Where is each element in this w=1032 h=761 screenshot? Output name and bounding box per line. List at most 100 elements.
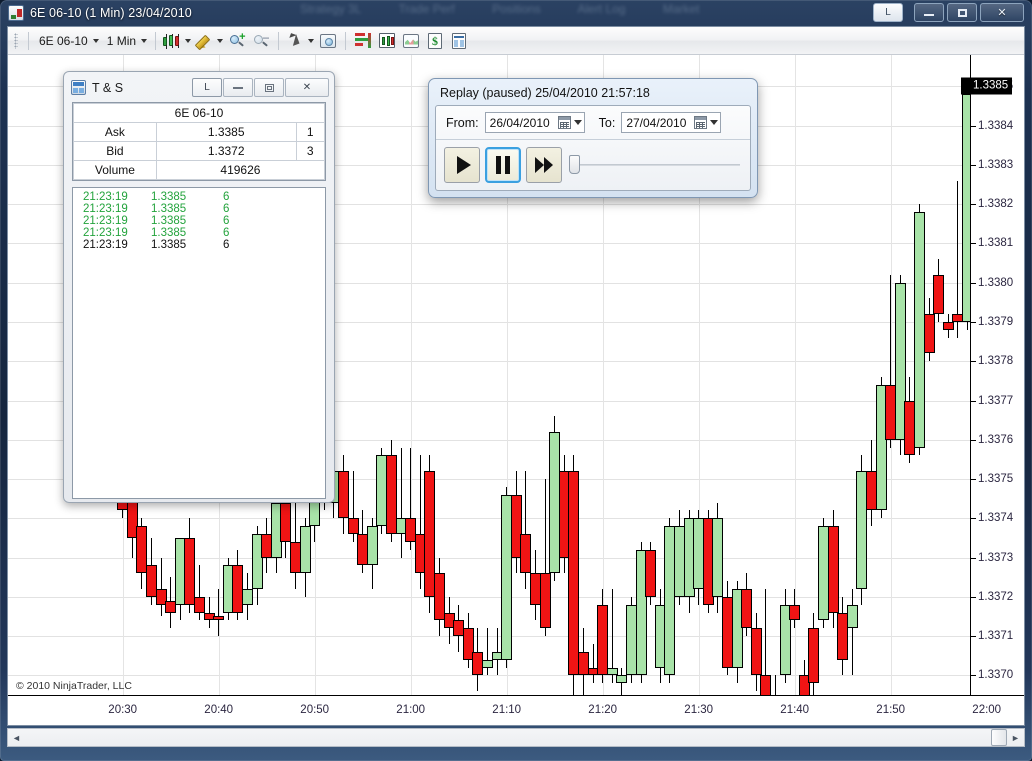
link-button[interactable]: L <box>873 3 903 22</box>
instrument-selector[interactable]: 6E 06-10 <box>34 33 102 49</box>
indicator-button[interactable] <box>400 30 422 52</box>
horizontal-gridline <box>8 518 970 519</box>
vertical-gridline <box>699 55 700 695</box>
market-replay-window[interactable]: Replay (paused) 25/04/2010 21:57:18 From… <box>428 78 758 198</box>
chart-trader-button[interactable] <box>376 30 398 52</box>
tick-row: 21:23:19 1.3385 6 <box>73 227 325 239</box>
candle-wick <box>957 180 959 338</box>
chevron-down-icon[interactable] <box>710 120 719 125</box>
candlestick-bar <box>578 55 589 695</box>
candlestick-bar <box>923 55 935 695</box>
candlestick-bar <box>146 55 157 695</box>
replay-speed-slider[interactable] <box>567 147 740 183</box>
time-tick-label: 21:00 <box>396 704 426 716</box>
candlestick-bar <box>712 55 724 695</box>
cursor-tool-icon <box>287 33 303 49</box>
chart-style-button[interactable] <box>162 30 192 52</box>
copyright-label: © 2010 NinjaTrader, LLC <box>16 680 132 692</box>
candle-wick <box>218 588 220 637</box>
scrollbar-thumb[interactable] <box>991 729 1007 746</box>
table-row: 6E 06-10 <box>73 103 325 123</box>
candlestick-bar <box>184 55 196 695</box>
properties-button[interactable] <box>448 30 470 52</box>
horizontal-gridline <box>8 361 970 362</box>
time-and-sales-icon <box>71 80 86 95</box>
maximize-button[interactable] <box>947 3 977 22</box>
order-entry-button[interactable] <box>352 30 374 52</box>
window-controls: L ✕ <box>870 3 1024 22</box>
candlestick-bar <box>731 55 743 695</box>
slider-track[interactable] <box>573 164 740 166</box>
price-tick-label: 1.3377 <box>978 394 1014 407</box>
cursor-tool-button[interactable] <box>285 30 315 52</box>
slider-thumb[interactable] <box>569 155 580 174</box>
zoom-out-button[interactable]: − <box>250 30 272 52</box>
interval-label: 1 Min <box>106 33 137 48</box>
price-axis[interactable]: 1.3385 1.3384 1.3383 1.3382 1.3381 1.3380 1.33… <box>961 55 1024 695</box>
chart-horizontal-scrollbar[interactable]: ◄ ► <box>7 728 1025 747</box>
ts-link-button[interactable]: L <box>192 78 222 97</box>
scroll-right-arrow-icon[interactable]: ► <box>1011 732 1020 743</box>
candle-wick <box>160 557 162 617</box>
pause-button[interactable] <box>485 147 521 183</box>
horizontal-gridline <box>8 401 970 402</box>
chevron-down-icon[interactable] <box>573 120 582 125</box>
drawing-tools-button[interactable] <box>194 30 224 52</box>
ts-maximize-button[interactable] <box>254 78 284 97</box>
minimize-button[interactable] <box>914 3 944 22</box>
close-button[interactable]: ✕ <box>980 3 1024 22</box>
candlestick-bar <box>645 55 657 695</box>
ts-window-title: T & S <box>92 80 124 95</box>
ts-tick-list[interactable]: 21:23:19 1.3385 6 21:23:19 1.3385 6 21:23:19 1.… <box>72 187 326 499</box>
to-date-field[interactable]: 27/04/2010 <box>621 112 722 133</box>
replay-transport-controls <box>436 140 750 190</box>
ts-close-button[interactable]: ✕ <box>285 78 329 97</box>
data-box-button[interactable] <box>317 30 339 52</box>
candle-body <box>933 274 945 315</box>
candlestick-bar <box>443 55 455 695</box>
time-tick-label: 21:10 <box>492 704 522 716</box>
price-tick <box>971 401 976 402</box>
ghost-title-2: Positions <box>492 2 541 16</box>
calendar-icon[interactable] <box>694 116 708 129</box>
calendar-icon[interactable] <box>557 116 571 129</box>
fast-forward-button[interactable] <box>526 147 562 183</box>
horizontal-gridline <box>8 283 970 284</box>
candle-wick <box>890 274 892 448</box>
account-icon <box>428 32 443 49</box>
table-row: Volume 419626 <box>73 160 326 180</box>
play-button[interactable] <box>444 147 480 183</box>
from-date-field[interactable]: 26/04/2010 <box>484 112 585 133</box>
tick-price: 1.3385 <box>151 203 187 215</box>
candlestick-bar <box>510 55 522 695</box>
ts-minimize-button[interactable] <box>223 78 253 97</box>
time-axis[interactable]: 20:30 20:40 20:50 21:00 21:10 21:20 21:30 21:40… <box>8 695 1024 725</box>
time-and-sales-window[interactable]: T & S L ✕ 6E 06-10 Ask 1.3385 1 Bid <box>63 71 335 503</box>
candle-body <box>347 518 359 535</box>
candle-wick <box>525 471 527 589</box>
candle-body <box>146 565 157 597</box>
interval-selector[interactable]: 1 Min <box>102 33 150 49</box>
toolbar-grip[interactable] <box>14 32 18 49</box>
scroll-left-arrow-icon[interactable]: ◄ <box>12 732 21 743</box>
account-button[interactable] <box>424 30 446 52</box>
candle-body <box>789 604 801 621</box>
time-tick-label: 21:20 <box>588 704 618 716</box>
candlestick-bar <box>942 55 954 695</box>
candlestick-bar <box>616 55 628 695</box>
candlestick-bar <box>462 55 474 695</box>
zoom-in-button[interactable]: + <box>226 30 248 52</box>
ghost-title-3: Alert Log <box>577 2 626 16</box>
candle-body <box>664 526 676 676</box>
candle-body <box>136 526 148 574</box>
horizontal-gridline <box>8 597 970 598</box>
vertical-gridline <box>603 55 604 695</box>
scrollbar-track[interactable] <box>25 729 1007 746</box>
price-tick <box>971 675 976 676</box>
candle-body <box>568 471 580 676</box>
candlestick-bar <box>482 55 493 695</box>
candlestick-bar <box>750 55 762 695</box>
price-plot[interactable] <box>8 55 970 695</box>
horizontal-gridline <box>8 636 970 637</box>
